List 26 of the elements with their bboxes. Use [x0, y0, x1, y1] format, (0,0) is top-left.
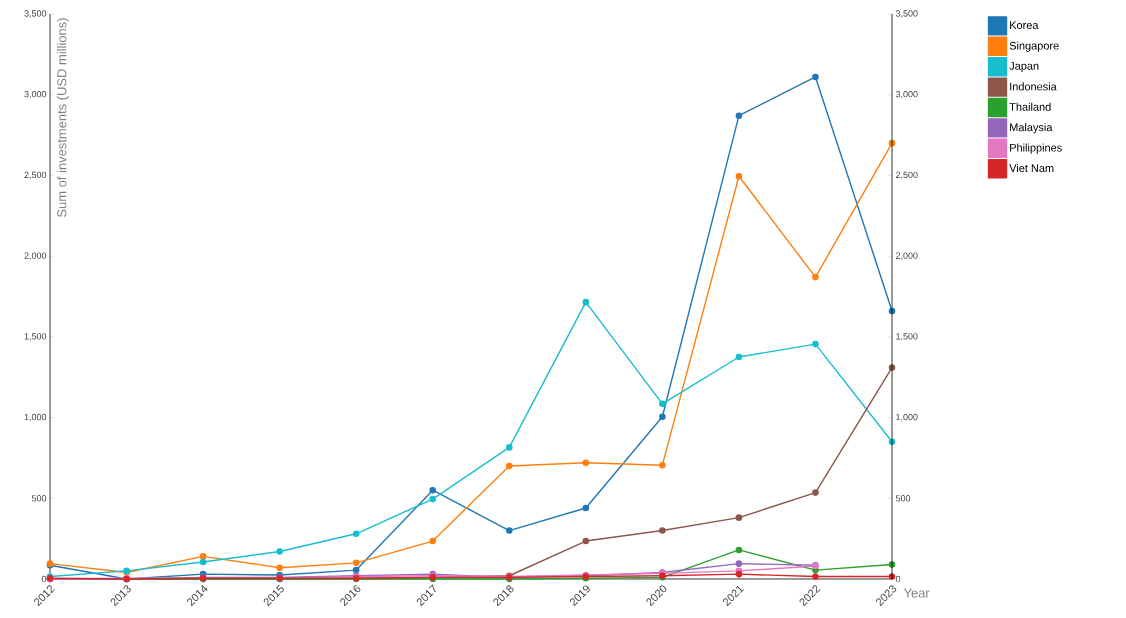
legend-label: Singapore — [1009, 41, 1059, 52]
y2-tick-label: 1,500 — [896, 333, 918, 341]
y2-tick-label: 0 — [895, 575, 901, 583]
legend-label: Korea — [1010, 21, 1039, 30]
legend-label: Malaysia — [1010, 123, 1053, 134]
legend-label: Viet Nam — [1009, 163, 1054, 173]
y2-tick-label: 3,000 — [895, 90, 918, 99]
legend-label: Indonesia — [1010, 82, 1057, 91]
y2-tick-label: 3,500 — [895, 10, 918, 18]
y-tick-label: 2,500 — [24, 171, 47, 180]
y-tick-label: 1,500 — [24, 333, 47, 341]
y2-tick-label: 2,000 — [896, 252, 918, 260]
y-tick-label: 500 — [31, 495, 47, 502]
legend-label: Thailand — [1009, 102, 1051, 111]
y-tick-label: 1,000 — [24, 413, 47, 422]
y-tick-label: 3,500 — [24, 10, 47, 18]
y-tick-label: 2,000 — [24, 252, 47, 260]
y2-tick-label: 2,500 — [896, 171, 918, 180]
legend-label: Philippines — [1010, 143, 1062, 154]
y-axis-title: Sum of investments (USD millions) — [56, 18, 69, 217]
y-tick-label: 0 — [41, 575, 47, 583]
y2-tick-label: 500 — [895, 495, 911, 502]
y-tick-label: 3,000 — [24, 90, 47, 99]
y2-tick-label: 1,000 — [896, 413, 918, 422]
legend-label: Japan — [1009, 62, 1039, 72]
x-axis-title: Year — [903, 588, 930, 598]
